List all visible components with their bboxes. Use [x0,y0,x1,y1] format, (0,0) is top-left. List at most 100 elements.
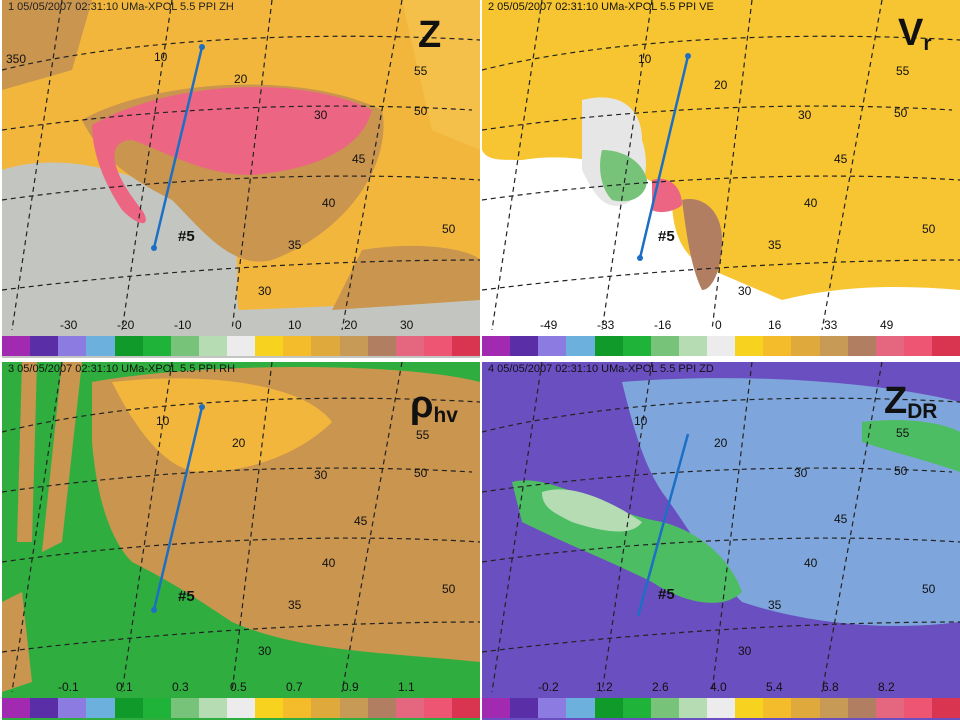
ring-label: 45 [834,152,848,166]
tick-label: -30 [60,318,78,332]
colorbar-swatch [707,698,736,718]
tick-label: -33 [597,318,615,332]
colorbar-swatch [707,336,736,356]
colorbar-swatch [227,336,256,356]
colorbar-swatch [763,336,792,356]
colorbar-swatch [510,698,539,718]
panel-header: 2 05/05/2007 02:31:10 UMa-XPOL 5.5 PPI V… [488,1,714,13]
colorbar-swatch [367,336,396,356]
ring-label: 45 [354,514,368,528]
ring-label: 40 [804,556,818,570]
colorbar-swatch [114,336,143,356]
colorbar-swatch [452,698,480,718]
tick-label: -0.1 [58,680,79,694]
tick-label: 16 [768,318,782,332]
ring-label: 10 [154,50,168,64]
ring-label: 50 [414,104,428,118]
tick-label: 33 [824,318,838,332]
ring-label: 50 [894,464,908,478]
colorbar-swatch [847,698,876,718]
colorbar-swatch [142,336,171,356]
ring-label: 30 [314,468,328,482]
storm-marker-label: #5 [178,588,195,605]
tick-label: 0.1 [116,680,133,694]
ring-label: 55 [414,64,428,78]
storm-marker-label: #5 [658,586,675,603]
colorbar-swatch [678,336,707,356]
colorbar-swatch [283,698,312,718]
colorbar-swatch [650,698,679,718]
colorbar-swatch [482,698,511,718]
tick-label: 4.0 [710,680,727,694]
colorbar-swatch [423,698,452,718]
tick-label: -20 [117,318,135,332]
colorbar-swatch [594,698,623,718]
colorbar-swatch [58,698,87,718]
field-symbol: Vr [898,14,932,55]
tick-label: 6.8 [822,680,839,694]
velocity-ppi-field [482,0,960,358]
colorbar-swatch [86,698,115,718]
colorbar-swatch [763,698,792,718]
colorbar-swatch [538,336,567,356]
colorbar-swatch [86,336,115,356]
ring-label: 50 [442,222,456,236]
correlation-ppi-field [2,362,480,720]
ring-label: 35 [768,598,782,612]
ring-label: 10 [156,414,170,428]
ring-label: 50 [414,466,428,480]
ring-label: 30 [738,284,752,298]
ring-label: 50 [922,222,936,236]
ring-label: 10 [638,52,652,66]
colorbar-swatch [114,698,143,718]
tick-label: 2.6 [652,680,669,694]
symbol-main: Z [884,380,908,422]
tick-label: 0 [715,318,722,332]
colorbar-swatch [594,336,623,356]
ring-label: 30 [794,466,808,480]
panel-header: 4 05/05/2007 02:31:10 UMa-XPOL 5.5 PPI Z… [488,363,714,375]
colorbar-swatch [2,336,31,356]
ring-label: 55 [896,426,910,440]
colorbar-swatch [622,336,651,356]
colorbar-swatch [903,698,932,718]
colorbar-swatch [510,336,539,356]
field-symbol: Z [418,16,441,57]
colorbar-swatch [482,336,511,356]
correlation-panel: 3 05/05/2007 02:31:10 UMa-XPOL 5.5 PPI R… [2,362,480,720]
colorbar-swatch [903,336,932,356]
colorbar-swatch [452,336,480,356]
ring-label: 30 [738,644,752,658]
colorbar-swatch [2,698,31,718]
colorbar-swatch [819,336,848,356]
ring-label: 40 [322,196,336,210]
velocity-panel: 2 05/05/2007 02:31:10 UMa-XPOL 5.5 PPI V… [482,0,960,358]
colorbar-swatch [170,698,199,718]
tick-label: 30 [400,318,414,332]
tick-label: 0.5 [230,680,247,694]
colorbar [482,336,960,356]
ring-label: 50 [922,582,936,596]
colorbar-swatch [875,336,904,356]
colorbar [2,336,480,356]
ring-label: 20 [234,72,248,86]
ring-label: 50 [442,582,456,596]
tick-label: -16 [654,318,672,332]
panel-header: 1 05/05/2007 02:31:10 UMa-XPOL 5.5 PPI Z… [8,1,234,13]
tick-label: -0.2 [538,680,559,694]
ring-label: 45 [352,152,366,166]
tick-label: 0.9 [342,680,359,694]
tick-label: 8.2 [878,680,895,694]
colorbar-swatch [311,336,340,356]
colorbar-swatch [339,698,368,718]
differential-reflectivity-ppi-field [482,362,960,720]
field-symbol: ZDR [884,382,937,423]
colorbar-swatch [395,698,424,718]
colorbar-swatch [255,698,284,718]
colorbar-swatch [255,336,284,356]
ring-label: 50 [894,106,908,120]
tick-label: -49 [540,318,558,332]
ring-label: 20 [232,436,246,450]
colorbar-swatch [566,698,595,718]
tick-label: 5.4 [766,680,783,694]
